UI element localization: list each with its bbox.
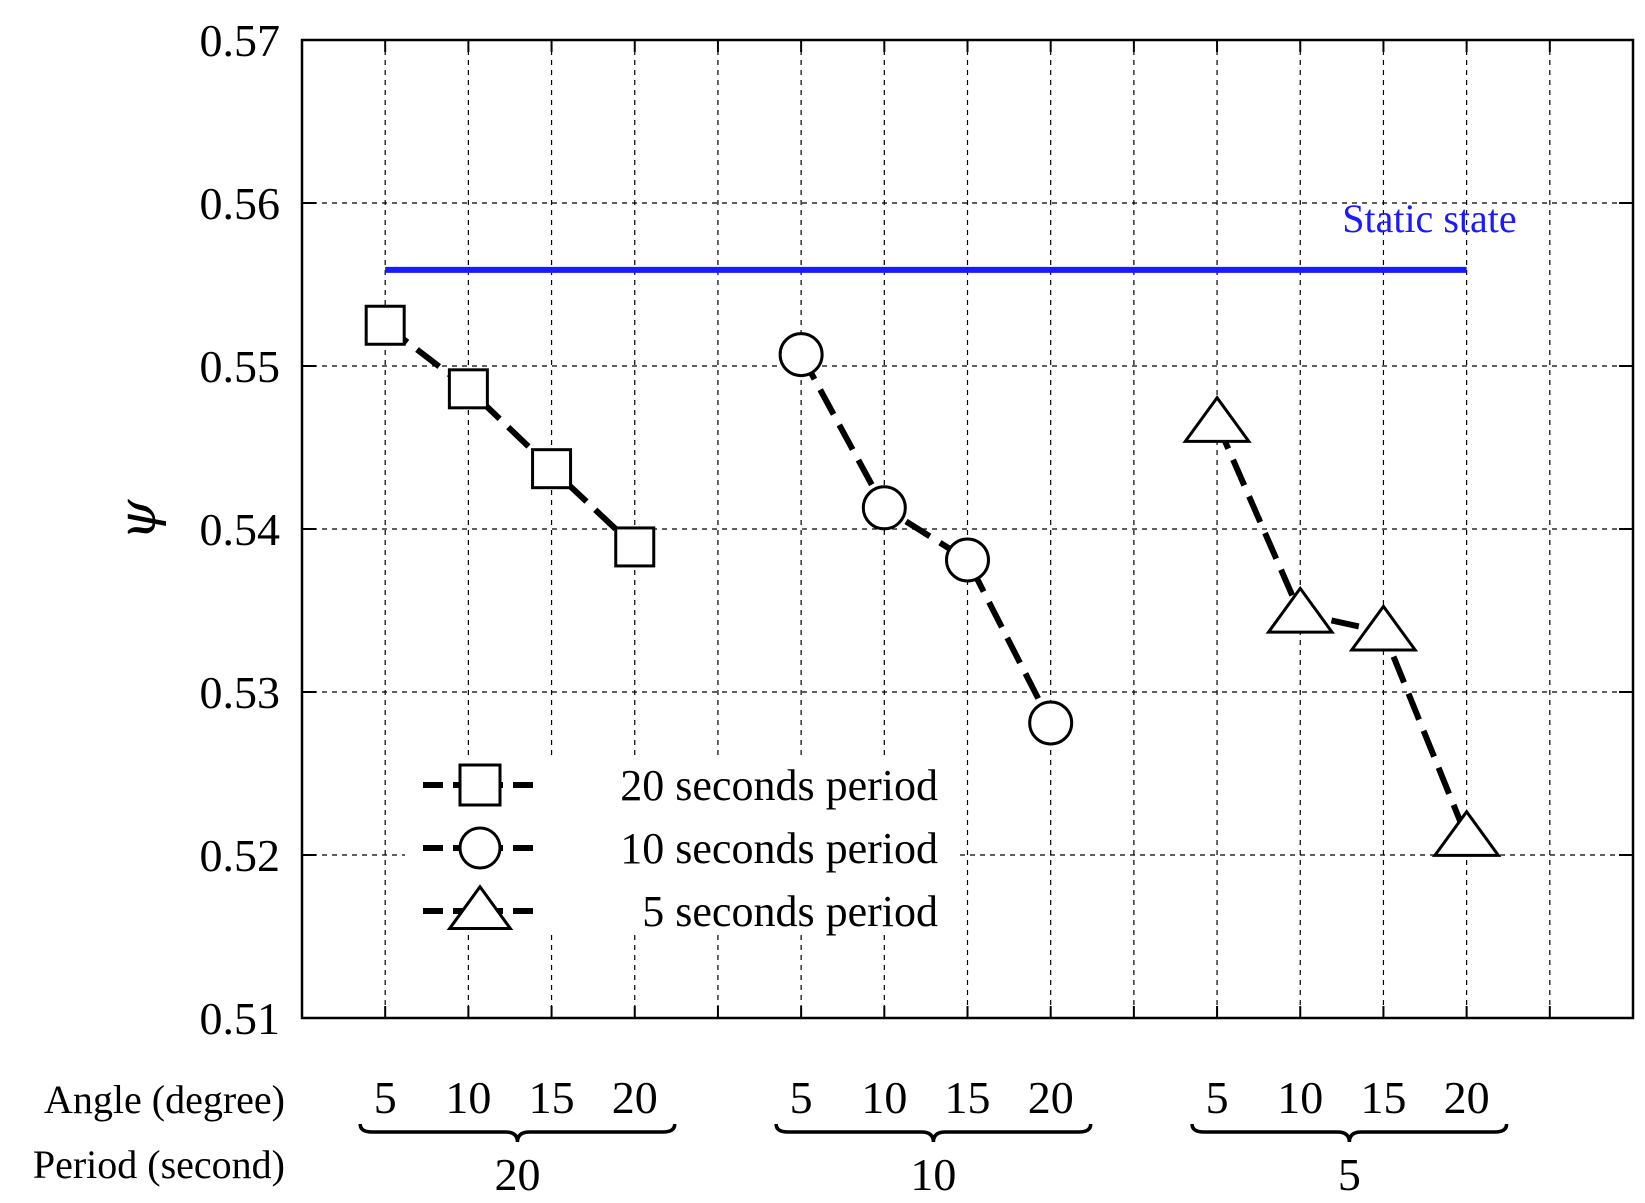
y-tick-label: 0.52 <box>200 830 281 881</box>
data-point-triangle <box>1265 585 1335 634</box>
y-axis-label: ψ <box>108 498 168 540</box>
data-point-triangle <box>1431 809 1502 857</box>
data-point-square <box>614 526 656 568</box>
legend-item: 10 seconds period <box>423 824 938 873</box>
period-tick-label: 5 <box>1338 1149 1361 1200</box>
series-line <box>798 353 1054 725</box>
data-point-circle <box>778 332 824 378</box>
data-point-circle <box>1028 700 1074 746</box>
legend-marker-circle <box>458 826 502 870</box>
data-point-triangle <box>1348 603 1419 652</box>
period-tick-label: 10 <box>910 1149 956 1200</box>
series-line <box>383 322 637 550</box>
group-brace <box>358 1123 677 1143</box>
period-tick-label: 20 <box>494 1149 540 1200</box>
y-tick-label: 0.54 <box>200 504 281 555</box>
reference-line-group: Static state <box>385 196 1517 273</box>
static-state-label: Static state <box>1342 196 1516 241</box>
y-tick-label: 0.57 <box>200 15 281 66</box>
series-group <box>364 304 1502 857</box>
legend: 20 seconds period 10 seconds period 5 seco… <box>423 761 938 936</box>
angle-tick-label: 20 <box>1444 1072 1490 1123</box>
data-point-square <box>447 368 489 410</box>
legend-label: 10 seconds period <box>620 824 938 873</box>
data-point-circle <box>861 485 907 531</box>
series-line <box>1214 421 1470 839</box>
angle-tick-label: 15 <box>529 1072 575 1123</box>
legend-label: 5 seconds period <box>642 887 938 936</box>
group-brace <box>1190 1123 1509 1143</box>
data-point-circle <box>945 537 990 583</box>
legend-item: 5 seconds period <box>423 884 938 936</box>
legend-marker-triangle <box>446 884 514 931</box>
axes: 0.51 0.52 0.53 0.54 0.55 0.56 0.57 ψ <box>108 15 1635 1044</box>
angle-tick-label: 10 <box>445 1072 491 1123</box>
grid <box>302 40 1633 1018</box>
angle-tick-label: 15 <box>945 1072 991 1123</box>
angle-tick-label: 5 <box>374 1072 397 1123</box>
angle-tick-label: 15 <box>1360 1072 1406 1123</box>
data-point-square <box>531 448 573 490</box>
angle-tick-label: 5 <box>790 1072 813 1123</box>
legend-marker-square <box>458 763 502 807</box>
y-tick-label: 0.56 <box>200 178 281 229</box>
angle-tick-label: 10 <box>1277 1072 1323 1123</box>
group-brace <box>774 1123 1093 1143</box>
legend-item: 20 seconds period <box>423 761 938 810</box>
angle-tick-label: 20 <box>612 1072 658 1123</box>
data-point-square <box>364 304 406 346</box>
series-triangle <box>1182 395 1502 857</box>
data-point-triangle <box>1182 395 1252 443</box>
legend-label: 20 seconds period <box>620 761 938 810</box>
angle-tick-label: 10 <box>861 1072 907 1123</box>
y-tick-label: 0.51 <box>200 993 281 1044</box>
y-tick-label: 0.53 <box>200 667 281 718</box>
angle-row-label: Angle (degree) <box>44 1077 285 1122</box>
angle-tick-label: 5 <box>1206 1072 1229 1123</box>
series-circle <box>778 332 1074 746</box>
y-tick-label: 0.55 <box>200 341 281 392</box>
angle-tick-label: 20 <box>1028 1072 1074 1123</box>
period-row-label: Period (second) <box>33 1142 285 1187</box>
series-square <box>364 304 656 568</box>
